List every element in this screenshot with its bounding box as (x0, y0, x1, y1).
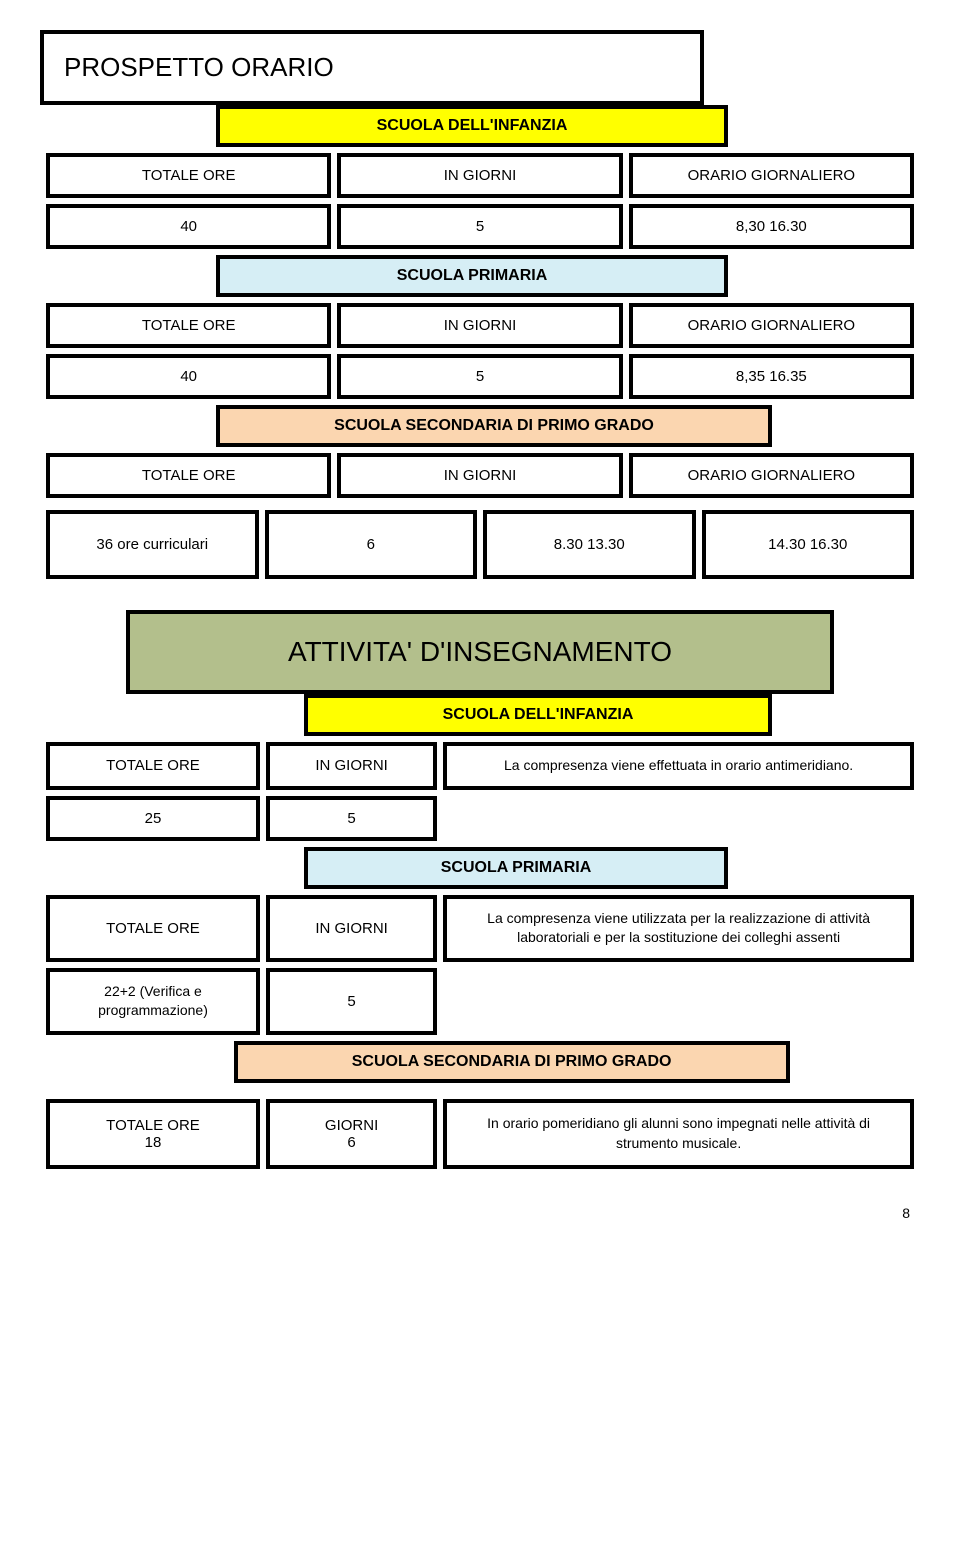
banner-secondaria-2: SCUOLA SECONDARIA DI PRIMO GRADO (234, 1041, 790, 1083)
att-primaria-row2: 22+2 (Verifica e programmazione) 5 (40, 962, 920, 1041)
th-in-giorni: IN GIORNI (337, 453, 622, 498)
td-note: La compresenza viene effettuata in orari… (443, 742, 914, 790)
th-totale-ore: TOTALE ORE (46, 895, 260, 962)
td-giorni: 5 (266, 796, 437, 841)
td-label: 36 ore curriculari (46, 510, 259, 579)
td-orario: 8,30 16.30 (629, 204, 914, 249)
att-primaria-table: TOTALE ORE IN GIORNI La compresenza vien… (40, 889, 920, 968)
orario-secondaria-row: 36 ore curriculari 6 8.30 13.30 14.30 16… (40, 504, 920, 585)
td-o1: 8.30 13.30 (483, 510, 696, 579)
td-giorni: 6 (278, 1134, 425, 1151)
th-totale-ore: TOTALE ORE (46, 153, 331, 198)
td-giorni: 5 (337, 204, 622, 249)
td-ore: 25 (46, 796, 260, 841)
td-ore: 40 (46, 354, 331, 399)
banner-primaria: SCUOLA PRIMARIA (216, 255, 728, 297)
td-note: In orario pomeridiano gli alunni sono im… (443, 1099, 914, 1169)
att-secondaria-table: TOTALE ORE 18 GIORNI 6 In orario pomerid… (40, 1093, 920, 1175)
th-in-giorni: IN GIORNI (337, 153, 622, 198)
th-in-giorni: IN GIORNI (266, 895, 437, 962)
td-giorni: 5 (266, 968, 437, 1035)
attivita-title: ATTIVITA' D'INSEGNAMENTO (126, 610, 834, 694)
th-orario-giorn: ORARIO GIORNALIERO (629, 453, 914, 498)
banner-infanzia: SCUOLA DELL'INFANZIA (216, 105, 728, 147)
th-totale-ore: TOTALE ORE (46, 453, 331, 498)
th-orario-giorn: ORARIO GIORNALIERO (629, 303, 914, 348)
th-in-giorni: IN GIORNI (337, 303, 622, 348)
banner-primaria-2: SCUOLA PRIMARIA (304, 847, 728, 889)
main-title: PROSPETTO ORARIO (40, 30, 704, 105)
td-giorni-block: GIORNI 6 (266, 1099, 437, 1169)
banner-secondaria: SCUOLA SECONDARIA DI PRIMO GRADO (216, 405, 772, 447)
th-giorni: GIORNI (278, 1117, 425, 1134)
orario-infanzia-table: TOTALE ORE IN GIORNI ORARIO GIORNALIERO … (40, 147, 920, 255)
td-ore-block: TOTALE ORE 18 (46, 1099, 260, 1169)
th-totale-ore: TOTALE ORE (46, 742, 260, 790)
orario-primaria-table: TOTALE ORE IN GIORNI ORARIO GIORNALIERO … (40, 297, 920, 405)
td-note: La compresenza viene utilizzata per la r… (443, 895, 914, 962)
td-ore: 22+2 (Verifica e programmazione) (46, 968, 260, 1035)
banner-infanzia-2: SCUOLA DELL'INFANZIA (304, 694, 772, 736)
att-infanzia-row2: 25 5 (40, 790, 920, 847)
td-orario: 8,35 16.35 (629, 354, 914, 399)
td-giorni: 5 (337, 354, 622, 399)
td-ore: 40 (46, 204, 331, 249)
td-ore: 18 (58, 1134, 248, 1151)
att-infanzia-table: TOTALE ORE IN GIORNI La compresenza vien… (40, 736, 920, 796)
th-totale-ore: TOTALE ORE (46, 303, 331, 348)
page-number: 8 (40, 1205, 920, 1221)
th-totale-ore: TOTALE ORE (58, 1117, 248, 1134)
td-o2: 14.30 16.30 (702, 510, 915, 579)
td-giorni: 6 (265, 510, 478, 579)
th-in-giorni: IN GIORNI (266, 742, 437, 790)
th-orario-giorn: ORARIO GIORNALIERO (629, 153, 914, 198)
orario-secondaria-header: TOTALE ORE IN GIORNI ORARIO GIORNALIERO (40, 447, 920, 504)
